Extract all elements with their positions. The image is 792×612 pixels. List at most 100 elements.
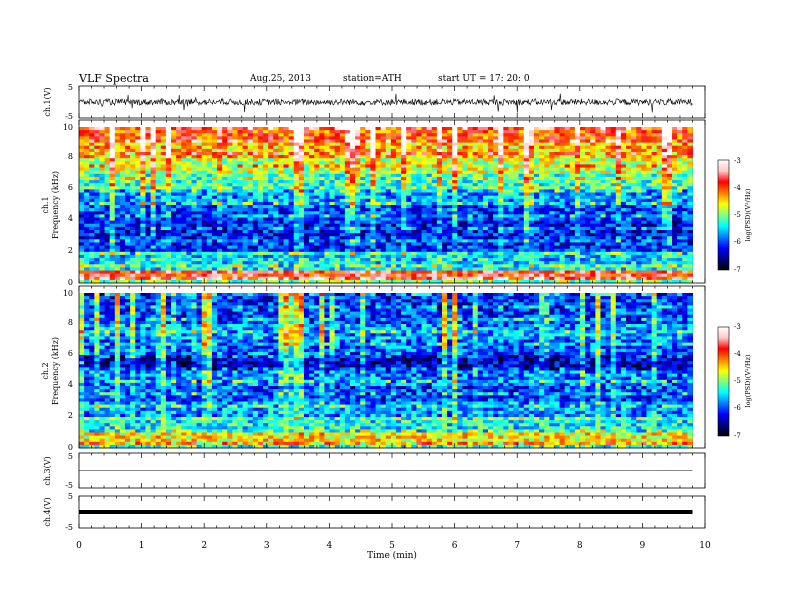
ch1-spectrogram-cell	[605, 217, 612, 221]
ch1-spectrogram-cell	[651, 142, 658, 147]
ch1-spectrogram-cell	[590, 133, 596, 137]
ch1-spectrogram-cell	[125, 192, 131, 197]
ch1-spectrogram-cell	[539, 167, 545, 172]
ch1-spectrogram-cell	[672, 208, 678, 212]
ch1-spectrogram-cell	[257, 183, 264, 187]
ch1-spectrogram-cell	[257, 245, 264, 250]
ch1-spectrogram-cell	[401, 130, 407, 134]
ch1-spectrogram-cell	[89, 155, 95, 159]
ch1-spectrogram-cell	[385, 211, 392, 215]
ch1-spectrogram-cell	[150, 192, 157, 197]
ch1-spectrogram-cell	[293, 142, 300, 147]
ch1-spectrogram-cell	[564, 158, 571, 162]
ch1-spectrogram-cell	[416, 251, 422, 256]
ch1-spectrogram-cell	[605, 167, 612, 172]
ch1-spectrogram-cell	[666, 245, 673, 250]
ch1-spectrogram-cell	[257, 136, 264, 140]
ch1-spectrogram-cell	[661, 186, 668, 190]
ch1-spectrogram-cell	[605, 205, 612, 209]
ch1-spectrogram-cell	[452, 251, 458, 256]
ch1-spectrogram-cell	[344, 155, 351, 159]
ch1-spectrogram-cell	[227, 173, 233, 178]
ch1-spectrogram-cell	[288, 239, 295, 243]
ch1-spectrogram-cell	[339, 189, 346, 193]
ch1-spectrogram-cell	[682, 139, 688, 143]
ch1-spectrogram-cell	[493, 220, 499, 225]
ch1-spectrogram-cell	[661, 214, 668, 218]
ch1-spectrogram-cell	[518, 148, 525, 153]
ch1-spectrogram-cell	[441, 158, 448, 162]
ch1-spectrogram-cell	[145, 198, 151, 203]
ch1-spectrogram-cell	[626, 195, 632, 200]
ch1-spectrogram-cell	[666, 164, 673, 168]
ch1-spectrogram-cell	[196, 127, 203, 131]
ch1-spectrogram-cell	[544, 198, 550, 203]
ch1-spectrogram-cell	[631, 148, 637, 153]
ch1-spectrogram-cell	[631, 239, 637, 243]
ch1-spectrogram-cell	[385, 145, 392, 150]
ch1-spectrogram-cell	[564, 139, 571, 143]
ch1-spectrogram-cell	[247, 127, 254, 131]
ch1-spectrogram-cell	[411, 186, 417, 190]
ch1-spectrogram-cell	[406, 130, 412, 134]
ch1-spectrogram-cell	[181, 139, 187, 143]
ch1-spectrogram-cell	[329, 217, 336, 221]
ch1-spectrogram-cell	[99, 226, 105, 231]
ch1-spectrogram-cell	[687, 130, 693, 134]
ch1-spectrogram-cell	[237, 198, 243, 203]
ch1-spectrogram-cell	[324, 176, 330, 181]
ch1-spectrogram-cell	[155, 233, 162, 237]
ch1-spectrogram-cell	[232, 164, 238, 168]
ch1-spectrogram-cell	[339, 139, 346, 143]
ch1-spectrogram-cell	[344, 173, 351, 178]
ch1-spectrogram-cell	[385, 195, 392, 200]
ch1-spectrogram-cell	[528, 173, 535, 178]
ch1-spectrogram-cell	[119, 242, 126, 246]
ch1-spectrogram-cell	[252, 139, 259, 143]
ch1-spectrogram-cell	[610, 233, 617, 237]
ch1-spectrogram-cell	[283, 214, 289, 218]
ch1-spectrogram-cell	[672, 239, 678, 243]
ch1-spectrogram-cell	[390, 148, 397, 153]
ch1-spectrogram-cell	[94, 161, 100, 165]
ch1-spectrogram-cell	[176, 245, 182, 250]
ch1-spectrogram-cell	[309, 242, 315, 246]
ch1-spectrogram-cell	[181, 198, 187, 203]
ch1-spectrogram-cell	[252, 148, 259, 153]
ch1-spectrogram-cell	[309, 208, 315, 212]
ch1-spectrogram-cell	[268, 233, 274, 237]
ch1-spectrogram-cell	[130, 208, 136, 212]
ch1-spectrogram-cell	[508, 248, 514, 253]
ch1-spectrogram-cell	[349, 180, 356, 184]
ch1-spectrogram-cell	[130, 180, 136, 184]
ch1-spectrogram-cell	[217, 211, 223, 215]
ch1-spectrogram-cell	[646, 208, 652, 212]
ch1-spectrogram-cell	[370, 130, 376, 134]
ch1-spectrogram-cell	[549, 220, 555, 225]
ch1-spectrogram-cell	[217, 205, 223, 209]
ch1-spectrogram-cell	[615, 173, 622, 178]
ch1-spectrogram-cell	[677, 173, 683, 178]
ch1-spectrogram-cell	[227, 245, 233, 250]
ch1-spectrogram-cell	[237, 161, 243, 165]
ch1-spectrogram-cell	[104, 133, 111, 137]
ch1-spectrogram-cell	[303, 192, 310, 197]
ch1-spectrogram-cell	[349, 167, 356, 172]
ch1-spectrogram-cell	[656, 229, 663, 234]
ch1-spectrogram-cell	[605, 242, 612, 246]
ch1-spectrogram-cell	[518, 189, 525, 193]
ch1-spectrogram-cell	[487, 130, 494, 134]
ch1-spectrogram-cell	[89, 214, 95, 218]
ch1-spectrogram-cell	[191, 236, 197, 240]
ch1-spectrogram-cell	[436, 176, 443, 181]
ch1-spectrogram-cell	[615, 186, 622, 190]
ch1-spectrogram-cell	[441, 226, 448, 231]
ch1-spectrogram-cell	[329, 164, 336, 168]
ch1-spectrogram-cell	[303, 201, 310, 206]
ch1-spectrogram-cell	[426, 127, 433, 131]
ch1-spectrogram-cell	[687, 161, 693, 165]
ch1-spectrogram-cell	[303, 170, 310, 175]
ch1-spectrogram-cell	[360, 245, 366, 250]
ch1-spectrogram-cell	[564, 229, 571, 234]
ch1-spectrogram-cell	[554, 186, 560, 190]
